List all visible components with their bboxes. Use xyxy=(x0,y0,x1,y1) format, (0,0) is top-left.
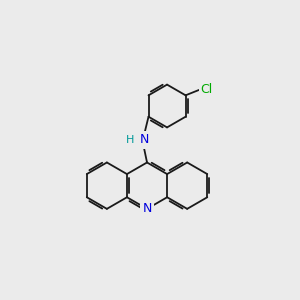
Text: H: H xyxy=(126,135,134,145)
Text: Cl: Cl xyxy=(200,83,212,96)
Text: N: N xyxy=(142,202,152,215)
Text: N: N xyxy=(140,134,149,146)
